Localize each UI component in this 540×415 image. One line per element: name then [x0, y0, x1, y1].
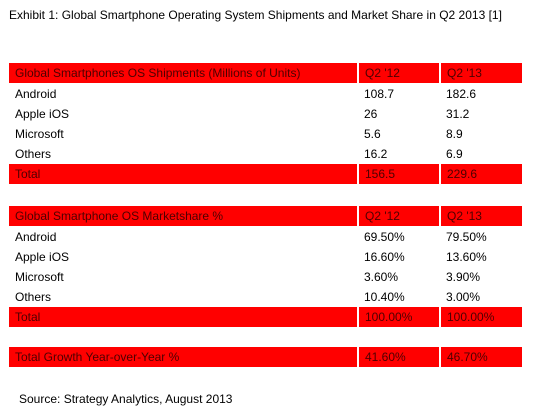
growth-table: Total Growth Year-over-Year % 41.60% 46.… [9, 347, 522, 368]
table-row: Others 10.40% 3.00% [9, 287, 522, 307]
table-row: Android 108.7 182.6 [9, 83, 522, 104]
header-q2-2012: Q2 '12 [358, 206, 441, 227]
row-label: Microsoft [9, 267, 358, 287]
total-q2-2012: 156.5 [358, 164, 441, 185]
growth-row: Total Growth Year-over-Year % 41.60% 46.… [9, 347, 522, 368]
row-q2-2013: 31.2 [440, 104, 522, 124]
table-row: Apple iOS 26 31.2 [9, 104, 522, 124]
source-note: Source: Strategy Analytics, August 2013 [19, 392, 233, 406]
row-q2-2013: 79.50% [440, 226, 522, 247]
table-header-row: Global Smartphone OS Marketshare % Q2 '1… [9, 206, 522, 227]
row-q2-2012: 16.2 [358, 144, 440, 164]
shipments-table: Global Smartphones OS Shipments (Million… [9, 63, 522, 185]
total-q2-2013: 100.00% [440, 307, 522, 328]
header-label: Global Smartphones OS Shipments (Million… [9, 63, 359, 84]
row-label: Microsoft [9, 124, 358, 144]
table-row: Microsoft 3.60% 3.90% [9, 267, 522, 287]
growth-q2-2013: 46.70% [440, 347, 522, 368]
table-row: Android 69.50% 79.50% [9, 226, 522, 247]
table-row: Microsoft 5.6 8.9 [9, 124, 522, 144]
growth-q2-2012: 41.60% [358, 347, 441, 368]
table-total-row: Total 156.5 229.6 [9, 164, 522, 185]
row-q2-2012: 26 [358, 104, 440, 124]
growth-label: Total Growth Year-over-Year % [9, 347, 359, 368]
total-q2-2012: 100.00% [358, 307, 441, 328]
header-q2-2013: Q2 '13 [440, 63, 522, 84]
row-label: Others [9, 287, 358, 307]
row-q2-2012: 3.60% [358, 267, 440, 287]
row-q2-2013: 8.9 [440, 124, 522, 144]
row-label: Android [9, 226, 358, 247]
total-label: Total [9, 307, 359, 328]
table-total-row: Total 100.00% 100.00% [9, 307, 522, 328]
marketshare-table: Global Smartphone OS Marketshare % Q2 '1… [9, 206, 522, 328]
table-header-row: Global Smartphones OS Shipments (Million… [9, 63, 522, 84]
header-q2-2013: Q2 '13 [440, 206, 522, 227]
row-q2-2012: 69.50% [358, 226, 440, 247]
total-label: Total [9, 164, 359, 185]
table-row: Others 16.2 6.9 [9, 144, 522, 164]
total-q2-2013: 229.6 [440, 164, 522, 185]
row-label: Apple iOS [9, 247, 358, 267]
table-row: Apple iOS 16.60% 13.60% [9, 247, 522, 267]
row-q2-2013: 3.90% [440, 267, 522, 287]
row-q2-2013: 6.9 [440, 144, 522, 164]
row-q2-2012: 108.7 [358, 83, 440, 104]
row-q2-2012: 16.60% [358, 247, 440, 267]
row-label: Android [9, 83, 358, 104]
row-label: Apple iOS [9, 104, 358, 124]
exhibit-title: Exhibit 1: Global Smartphone Operating S… [9, 8, 502, 22]
row-q2-2013: 182.6 [440, 83, 522, 104]
row-q2-2012: 10.40% [358, 287, 440, 307]
row-q2-2013: 3.00% [440, 287, 522, 307]
header-q2-2012: Q2 '12 [358, 63, 441, 84]
row-q2-2013: 13.60% [440, 247, 522, 267]
row-q2-2012: 5.6 [358, 124, 440, 144]
row-label: Others [9, 144, 358, 164]
header-label: Global Smartphone OS Marketshare % [9, 206, 359, 227]
